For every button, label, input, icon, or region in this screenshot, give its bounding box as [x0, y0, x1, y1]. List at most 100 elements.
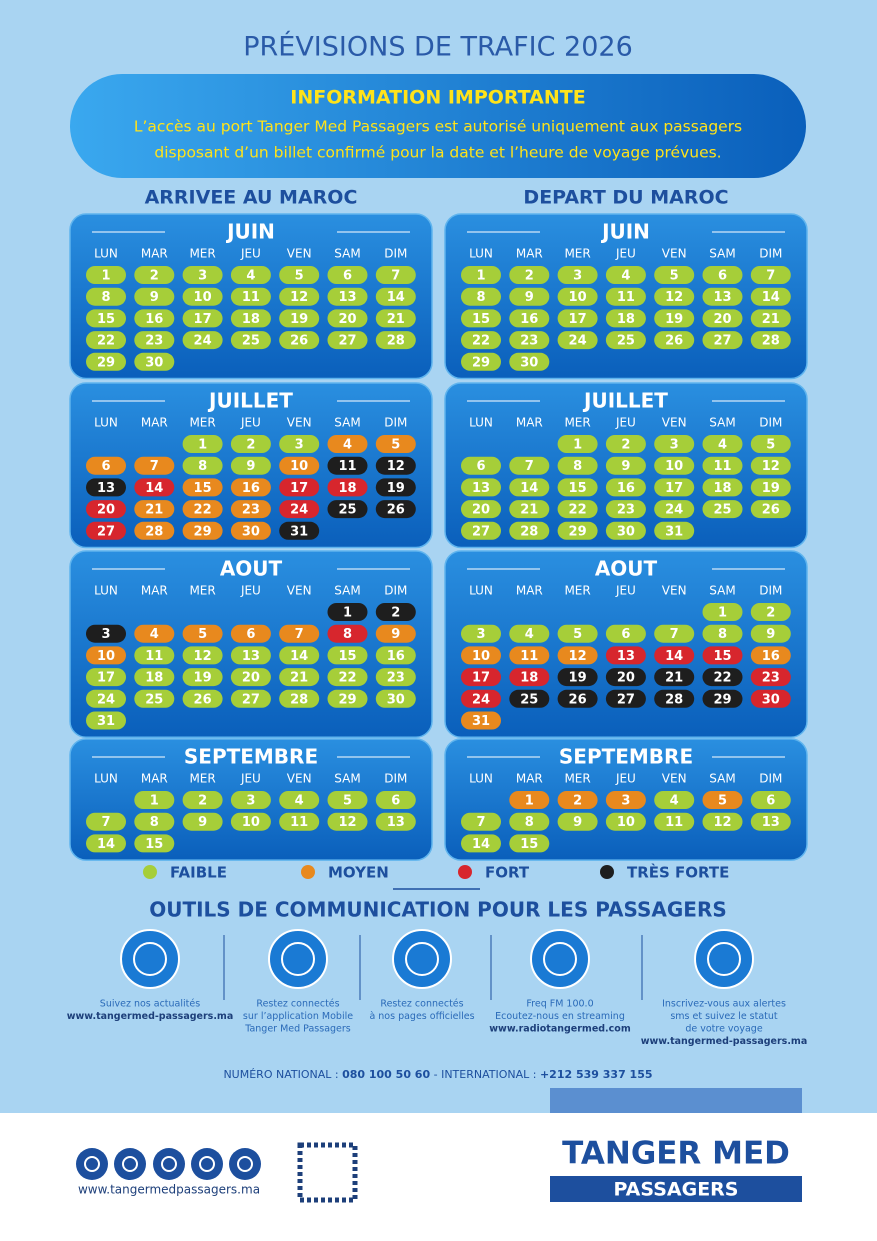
day-pill	[134, 266, 175, 284]
icon	[530, 929, 590, 989]
day-number: 31	[290, 524, 308, 539]
day-pill	[509, 456, 550, 475]
legend-dot	[143, 865, 157, 879]
day-number: 20	[617, 671, 635, 686]
day-pill	[375, 266, 416, 284]
weekday: VEN	[287, 416, 312, 430]
weekday: SAM	[334, 584, 360, 598]
day-pill	[461, 689, 501, 708]
day-number: 21	[387, 312, 405, 327]
month-name: AOUT	[595, 557, 658, 581]
day-pill	[702, 266, 743, 284]
day-number: 26	[290, 334, 308, 349]
day-pill	[750, 478, 791, 497]
communication-text: Restez connectés	[380, 999, 463, 1010]
day-pill	[557, 287, 598, 306]
month-name: AOUT	[220, 557, 283, 581]
day-pill	[702, 331, 743, 350]
weekday: MAR	[141, 247, 168, 261]
day-pill	[654, 646, 695, 665]
day-number: 27	[97, 524, 115, 539]
weekday: MER	[564, 772, 590, 786]
day-pill	[86, 668, 126, 687]
day-pill	[230, 287, 271, 306]
day-pill	[86, 500, 126, 519]
day-pill	[461, 812, 501, 831]
day-number: 28	[665, 692, 683, 707]
day-pill	[279, 331, 320, 350]
communication-text: Ecoutez-nous en streaming	[495, 1011, 625, 1022]
day-pill	[750, 646, 791, 665]
day-pill	[605, 521, 646, 540]
day-pill	[134, 668, 175, 687]
weekday: MER	[189, 772, 215, 786]
day-pill	[86, 456, 126, 475]
day-number: 11	[617, 290, 635, 305]
day-pill	[86, 521, 126, 540]
info-heading: INFORMATION IMPORTANTE	[290, 87, 585, 109]
day-pill	[461, 478, 501, 497]
day-number: 12	[290, 290, 308, 305]
day-pill	[509, 287, 550, 306]
day-pill	[327, 266, 368, 284]
day-number: 22	[97, 334, 115, 349]
day-number: 13	[617, 649, 635, 664]
day-number: 3	[198, 269, 207, 284]
day-number: 5	[391, 438, 400, 453]
day-number: 1	[101, 269, 110, 284]
weekday: LUN	[94, 772, 118, 786]
day-number: 18	[338, 481, 356, 496]
communication-text: de votre voyage	[685, 1024, 763, 1035]
day-pill	[230, 812, 271, 831]
day-number: 13	[338, 290, 356, 305]
day-number: 8	[343, 627, 352, 642]
day-number: 19	[762, 481, 780, 496]
day-pill	[557, 309, 598, 328]
day-number: 23	[242, 503, 260, 518]
day-pill	[327, 287, 368, 306]
day-pill	[327, 331, 368, 350]
day-number: 30	[242, 524, 260, 539]
day-pill	[279, 266, 320, 284]
day-pill	[134, 791, 175, 809]
communication-text: www.tangermed-passagers.ma	[67, 1011, 234, 1022]
day-number: 3	[246, 794, 255, 809]
weekday: SAM	[334, 416, 360, 430]
day-number: 7	[525, 459, 534, 474]
day-number: 7	[150, 459, 159, 474]
day-pill	[230, 266, 271, 284]
day-pill	[605, 500, 646, 519]
day-number: 10	[194, 290, 212, 305]
day-number: 2	[525, 269, 534, 284]
day-pill	[86, 812, 126, 831]
day-number: 18	[242, 312, 260, 327]
day-pill	[557, 646, 598, 665]
day-pill	[134, 834, 175, 853]
day-pill	[461, 500, 501, 519]
day-number: 10	[617, 815, 635, 830]
weekday: JEU	[240, 416, 261, 430]
weekday: MAR	[141, 416, 168, 430]
day-number: 11	[290, 815, 308, 830]
day-number: 31	[472, 714, 490, 729]
day-pill	[750, 331, 791, 350]
day-number: 13	[472, 481, 490, 496]
day-number: 24	[194, 334, 212, 349]
day-number: 17	[194, 312, 212, 327]
day-number: 16	[387, 649, 405, 664]
day-number: 12	[338, 815, 356, 830]
day-number: 6	[101, 459, 110, 474]
day-number: 19	[290, 312, 308, 327]
day-number: 26	[569, 692, 587, 707]
day-number: 4	[150, 627, 159, 642]
day-pill	[605, 266, 646, 284]
day-pill	[461, 521, 501, 540]
day-pill	[182, 309, 223, 328]
day-number: 3	[295, 438, 304, 453]
day-number: 1	[718, 606, 727, 621]
day-number: 21	[665, 671, 683, 686]
title: PRÉVISIONS DE TRAFIC 2026	[243, 31, 633, 63]
day-number: 15	[713, 649, 731, 664]
day-pill	[230, 646, 271, 665]
day-pill	[702, 478, 743, 497]
